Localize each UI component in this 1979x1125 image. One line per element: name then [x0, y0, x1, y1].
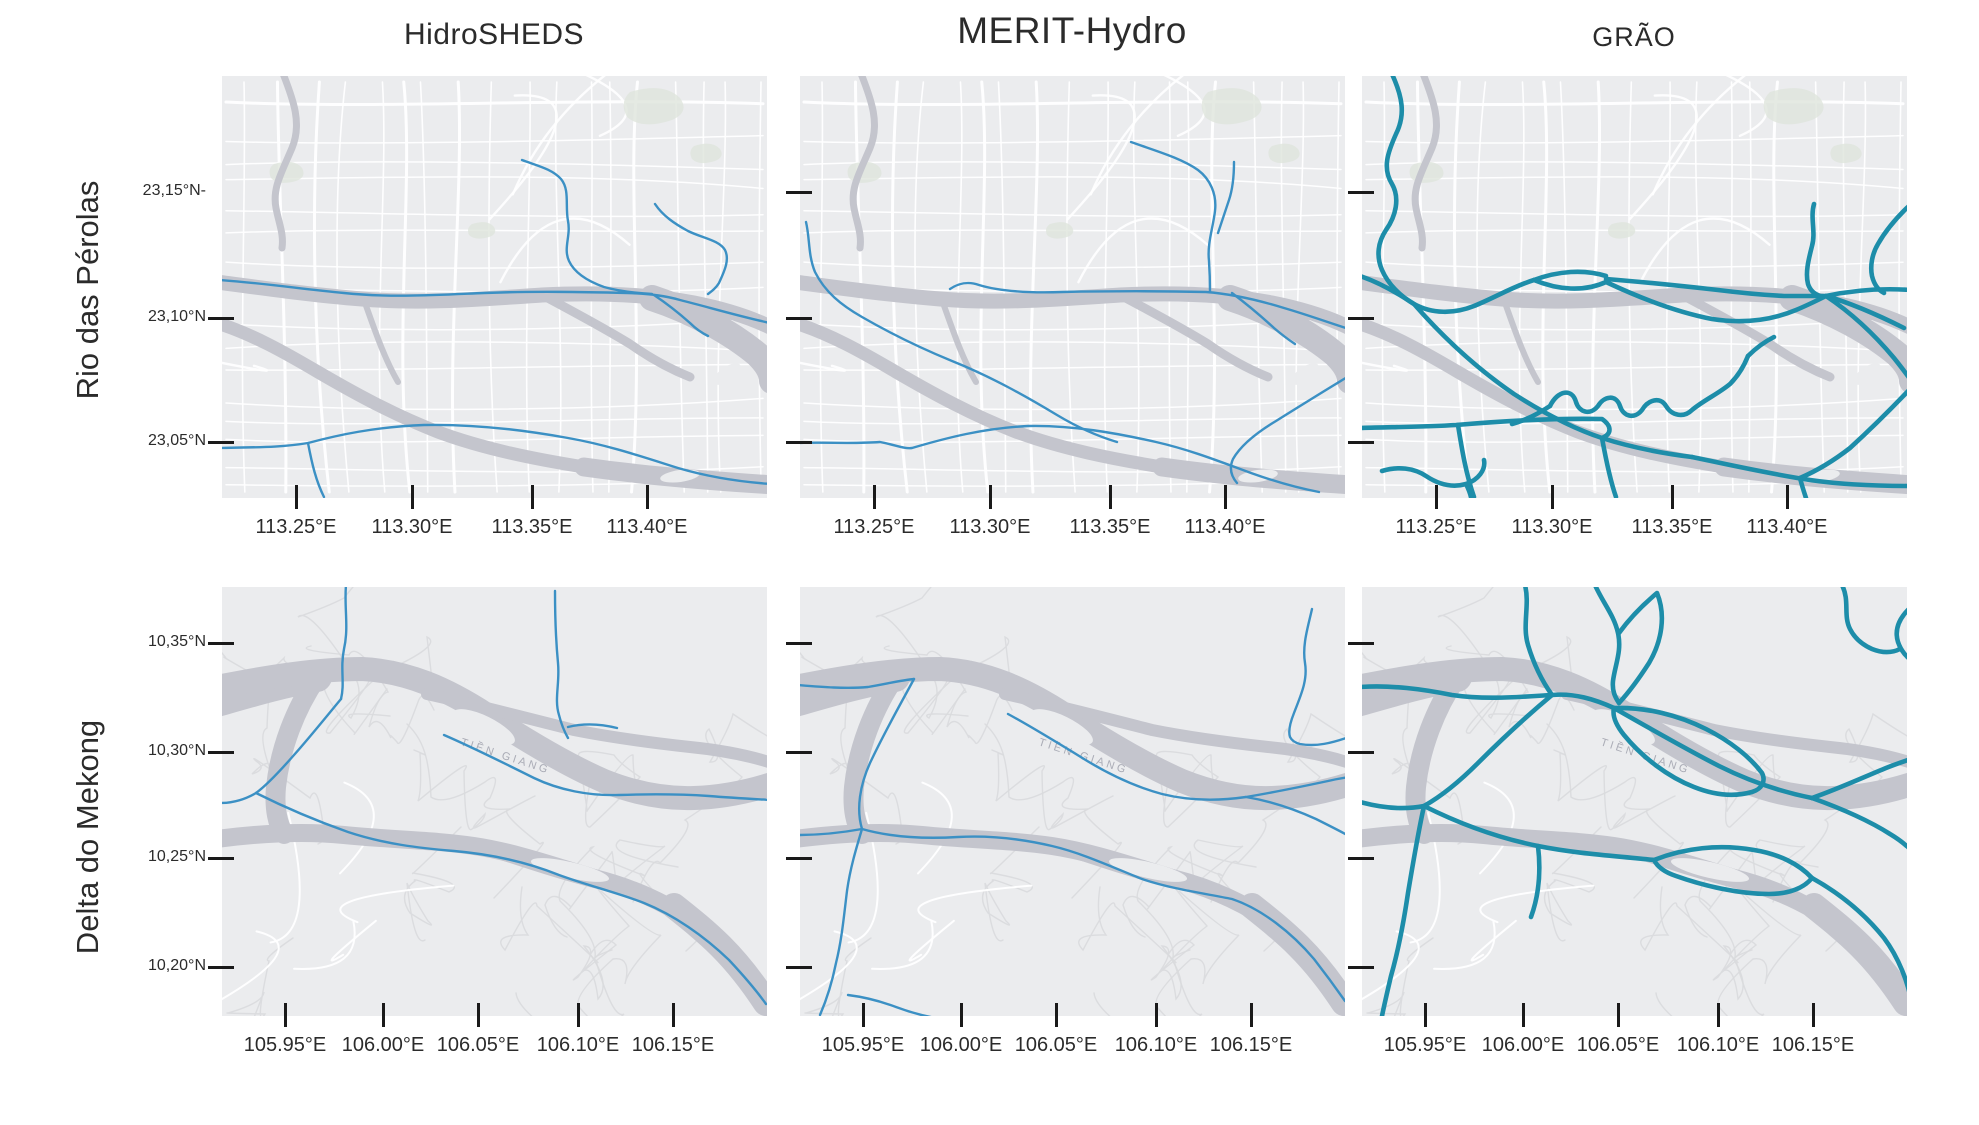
lat-tick-mark: [208, 857, 234, 860]
lon-tick-label: 113.25°E: [1395, 516, 1477, 538]
lon-tick-mark: [1055, 1003, 1058, 1027]
lat-tick-mark: [1348, 191, 1374, 194]
lon-tick-label: 106.15°E: [1771, 1034, 1855, 1056]
lon-tick-mark: [1551, 485, 1554, 509]
lat-tick-mark: [208, 317, 234, 320]
lon-tick-label: 106.00°E: [1481, 1034, 1565, 1056]
column-title-grao: GRÃO: [1592, 22, 1676, 52]
lon-tick-label: 113.35°E: [1631, 516, 1713, 538]
lat-tick-mark: [786, 191, 812, 194]
lon-tick-label: 106.00°E: [341, 1034, 425, 1056]
lon-tick-label: 113.40°E: [1746, 516, 1828, 538]
lat-tick-label: 10,25°N: [148, 848, 206, 865]
lon-tick-label: 106.05°E: [1576, 1034, 1660, 1056]
lat-tick-label: 10,20°N: [148, 957, 206, 974]
lon-tick-label: 105.95°E: [1383, 1034, 1467, 1056]
lat-tick-mark: [208, 441, 234, 444]
lon-tick-label: 113.30°E: [1511, 516, 1593, 538]
lat-tick-mark: [208, 751, 234, 754]
lon-tick-label: 106.05°E: [1014, 1034, 1098, 1056]
lon-tick-mark: [672, 1003, 675, 1027]
river-network-merit-mekong: [800, 607, 1345, 1016]
lon-tick-mark: [382, 1003, 385, 1027]
lon-tick-label: 106.15°E: [1209, 1034, 1293, 1056]
lon-tick-mark: [1435, 485, 1438, 509]
lon-tick-label: 113.40°E: [606, 516, 688, 538]
lon-tick-label: 106.10°E: [536, 1034, 620, 1056]
lon-tick-label: 113.30°E: [371, 516, 453, 538]
lat-tick-mark: [786, 751, 812, 754]
lat-tick-mark: [1348, 642, 1374, 645]
lat-tick-mark: [786, 441, 812, 444]
lon-tick-label: 113.40°E: [1184, 516, 1266, 538]
row-label-rio-das-perolas: Rio das Pérolas: [70, 180, 105, 400]
lon-tick-mark: [1522, 1003, 1525, 1027]
river-network-merit-pearl: [800, 140, 1345, 494]
lat-tick-mark: [786, 642, 812, 645]
column-title-merit-hydro: MERIT-Hydro: [957, 10, 1187, 51]
lon-tick-label: 106.15°E: [631, 1034, 715, 1056]
lon-tick-mark: [1155, 1003, 1158, 1027]
lon-tick-label: 113.25°E: [833, 516, 915, 538]
map-panel-grao-delta-do-mekong: [1362, 587, 1907, 1016]
map-panel-merit-hydro-rio-das-perolas: [800, 76, 1345, 498]
lat-tick-mark: [786, 317, 812, 320]
lon-tick-mark: [1617, 1003, 1620, 1027]
lon-tick-label: 113.25°E: [255, 516, 337, 538]
lat-tick-label: 10,30°N: [148, 742, 206, 759]
river-network-hidrosheds-pearl: [222, 158, 767, 498]
lon-tick-mark: [295, 485, 298, 509]
lon-tick-mark: [862, 1003, 865, 1027]
map-panel-hidrosheds-delta-do-mekong: [222, 587, 767, 1016]
lon-tick-mark: [873, 485, 876, 509]
lon-tick-label: 106.05°E: [436, 1034, 520, 1056]
lat-tick-mark: [1348, 966, 1374, 969]
lon-tick-mark: [1250, 1003, 1253, 1027]
lat-tick-mark: [1348, 857, 1374, 860]
lon-tick-mark: [577, 1003, 580, 1027]
lon-tick-mark: [477, 1003, 480, 1027]
lon-tick-label: 106.10°E: [1676, 1034, 1760, 1056]
lon-tick-mark: [284, 1003, 287, 1027]
lon-tick-label: 113.35°E: [491, 516, 573, 538]
lon-tick-mark: [989, 485, 992, 509]
lon-tick-mark: [646, 485, 649, 509]
lon-tick-mark: [411, 485, 414, 509]
lon-tick-mark: [1424, 1003, 1427, 1027]
column-title-hidrosheds: HidroSHEDS: [403, 18, 585, 51]
lon-tick-mark: [1109, 485, 1112, 509]
lat-tick-label: 23,05°N: [148, 432, 206, 449]
lon-tick-label: 113.35°E: [1069, 516, 1151, 538]
lat-tick-mark: [786, 857, 812, 860]
map-panel-hidrosheds-rio-das-perolas: [222, 76, 767, 498]
lon-tick-label: 105.95°E: [821, 1034, 905, 1056]
lat-tick-mark: [208, 642, 234, 645]
map-panel-grao-rio-das-perolas: [1362, 76, 1907, 498]
lon-tick-label: 106.00°E: [919, 1034, 1003, 1056]
lon-tick-mark: [1224, 485, 1227, 509]
map-panel-merit-hydro-delta-do-mekong: [800, 587, 1345, 1016]
lon-tick-mark: [1717, 1003, 1720, 1027]
lon-tick-label: 113.30°E: [949, 516, 1031, 538]
lat-tick-mark: [208, 966, 234, 969]
lon-tick-mark: [1786, 485, 1789, 509]
river-network-grao-mekong: [1362, 587, 1907, 1016]
lon-tick-mark: [531, 485, 534, 509]
lat-tick-mark: [1348, 317, 1374, 320]
lat-tick-mark: [1348, 751, 1374, 754]
lon-tick-mark: [1812, 1003, 1815, 1027]
lon-tick-mark: [1671, 485, 1674, 509]
river-network-grao-pearl: [1362, 76, 1907, 498]
river-network-hidrosheds-mekong: [222, 587, 767, 1006]
lat-tick-label: 10,35°N: [148, 633, 206, 650]
lon-tick-label: 106.10°E: [1114, 1034, 1198, 1056]
lon-tick-label: 105.95°E: [243, 1034, 327, 1056]
lon-tick-mark: [960, 1003, 963, 1027]
lat-tick-label: 23,10°N: [148, 308, 206, 325]
lat-tick-mark: [786, 966, 812, 969]
lat-tick-label: 23,15°N-: [142, 182, 206, 199]
lat-tick-mark: [1348, 441, 1374, 444]
